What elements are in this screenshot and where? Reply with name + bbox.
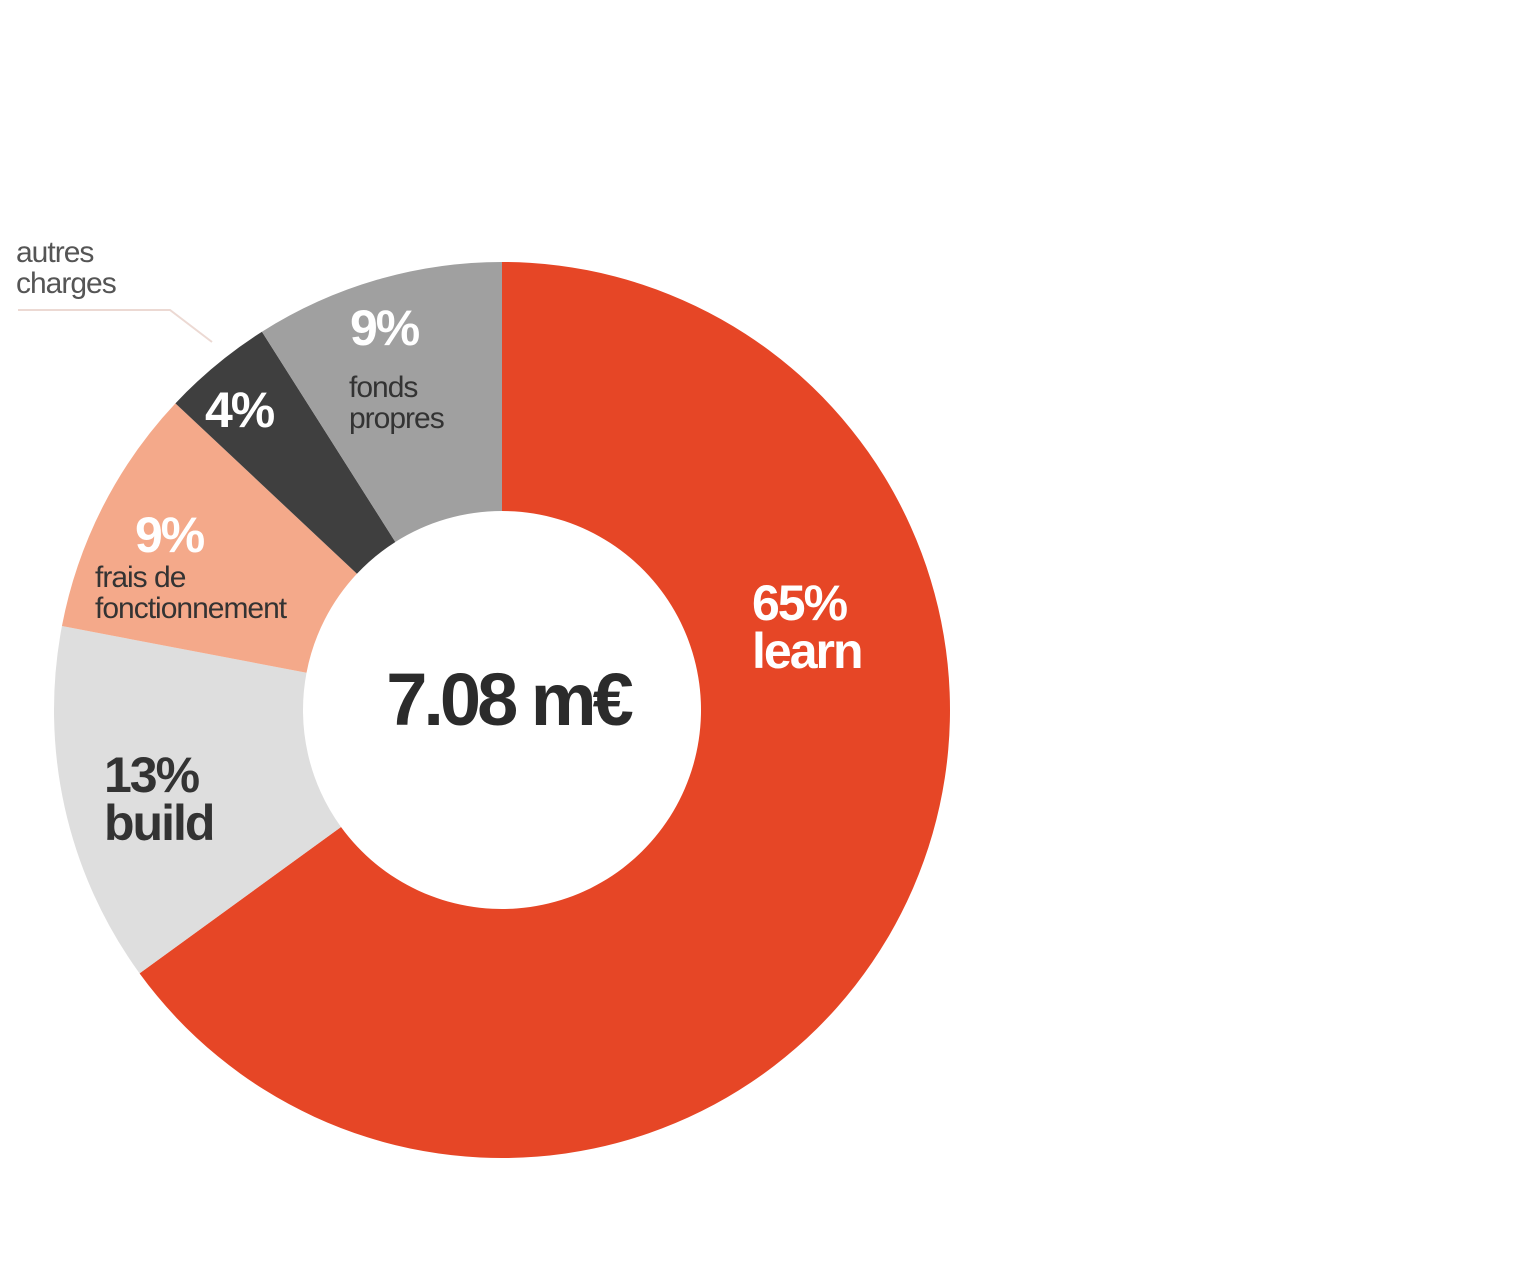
donut-segment [261,262,502,542]
value-label: 9% [350,300,420,356]
value-label: 13% [104,747,200,803]
center-label: 7.08 m€ [386,658,634,741]
value-label: 4% [205,382,275,438]
leader-line [18,309,213,343]
value-label: 65% [752,575,848,631]
category-label: learn [752,623,864,679]
value-label: 9% [135,507,205,563]
donut-segment [175,331,396,574]
donut-segment [53,626,342,974]
donut-segment [139,262,950,1158]
category-label: fonds propres [349,371,445,435]
category-label: frais de fonctionnement [95,561,287,625]
category-label: autres charges [16,236,117,300]
donut-segment [61,403,357,673]
category-label: build [104,795,215,851]
